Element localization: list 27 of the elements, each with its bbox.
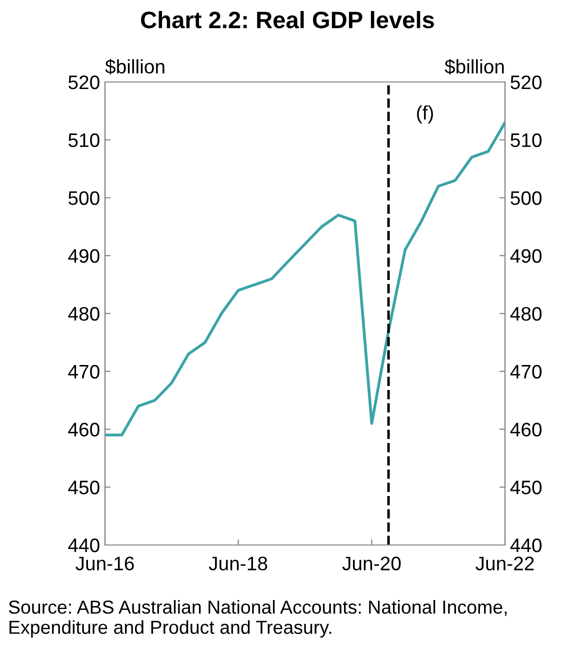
y2-tick-label: 460 bbox=[510, 422, 542, 436]
y2-tick-label: 520 bbox=[510, 75, 542, 90]
y-tick-label: 500 bbox=[68, 191, 100, 205]
x-tick-label: Jun-20 bbox=[342, 556, 401, 570]
y-tick-label: 510 bbox=[68, 133, 100, 148]
y2-tick-label: 480 bbox=[510, 306, 542, 321]
y-tick-label: 480 bbox=[68, 306, 100, 321]
x-tick-label: Jun-16 bbox=[76, 556, 134, 570]
y2-axis-title: $billion bbox=[444, 58, 504, 75]
y-tick-label: 520 bbox=[68, 75, 100, 90]
y-tick-label: 440 bbox=[68, 538, 100, 552]
source-note: Source: ABS Australian National Accounts: National Income, Expenditure and Product and Treasury. bbox=[8, 600, 507, 638]
annotation: (f) bbox=[417, 105, 433, 124]
y2-tick-label: 490 bbox=[510, 249, 542, 263]
y2-tick-label: 470 bbox=[510, 364, 542, 379]
y2-tick-label: 440 bbox=[510, 538, 542, 552]
y2-tick-label: 500 bbox=[510, 191, 542, 205]
y-axis-title: $billion bbox=[105, 58, 164, 75]
x-tick-label: Jun-18 bbox=[208, 556, 268, 570]
y2-tick-label: 450 bbox=[510, 480, 542, 494]
y-tick-label: 460 bbox=[68, 422, 100, 436]
y-tick-label: 470 bbox=[68, 364, 100, 379]
y2-tick-label: 510 bbox=[510, 133, 542, 148]
y-tick-label: 450 bbox=[68, 480, 100, 494]
chart-title: Chart 2.2: Real GDP levels bbox=[141, 10, 434, 28]
x-tick-label: Jun-22 bbox=[476, 556, 534, 570]
y-tick-label: 490 bbox=[68, 249, 100, 263]
